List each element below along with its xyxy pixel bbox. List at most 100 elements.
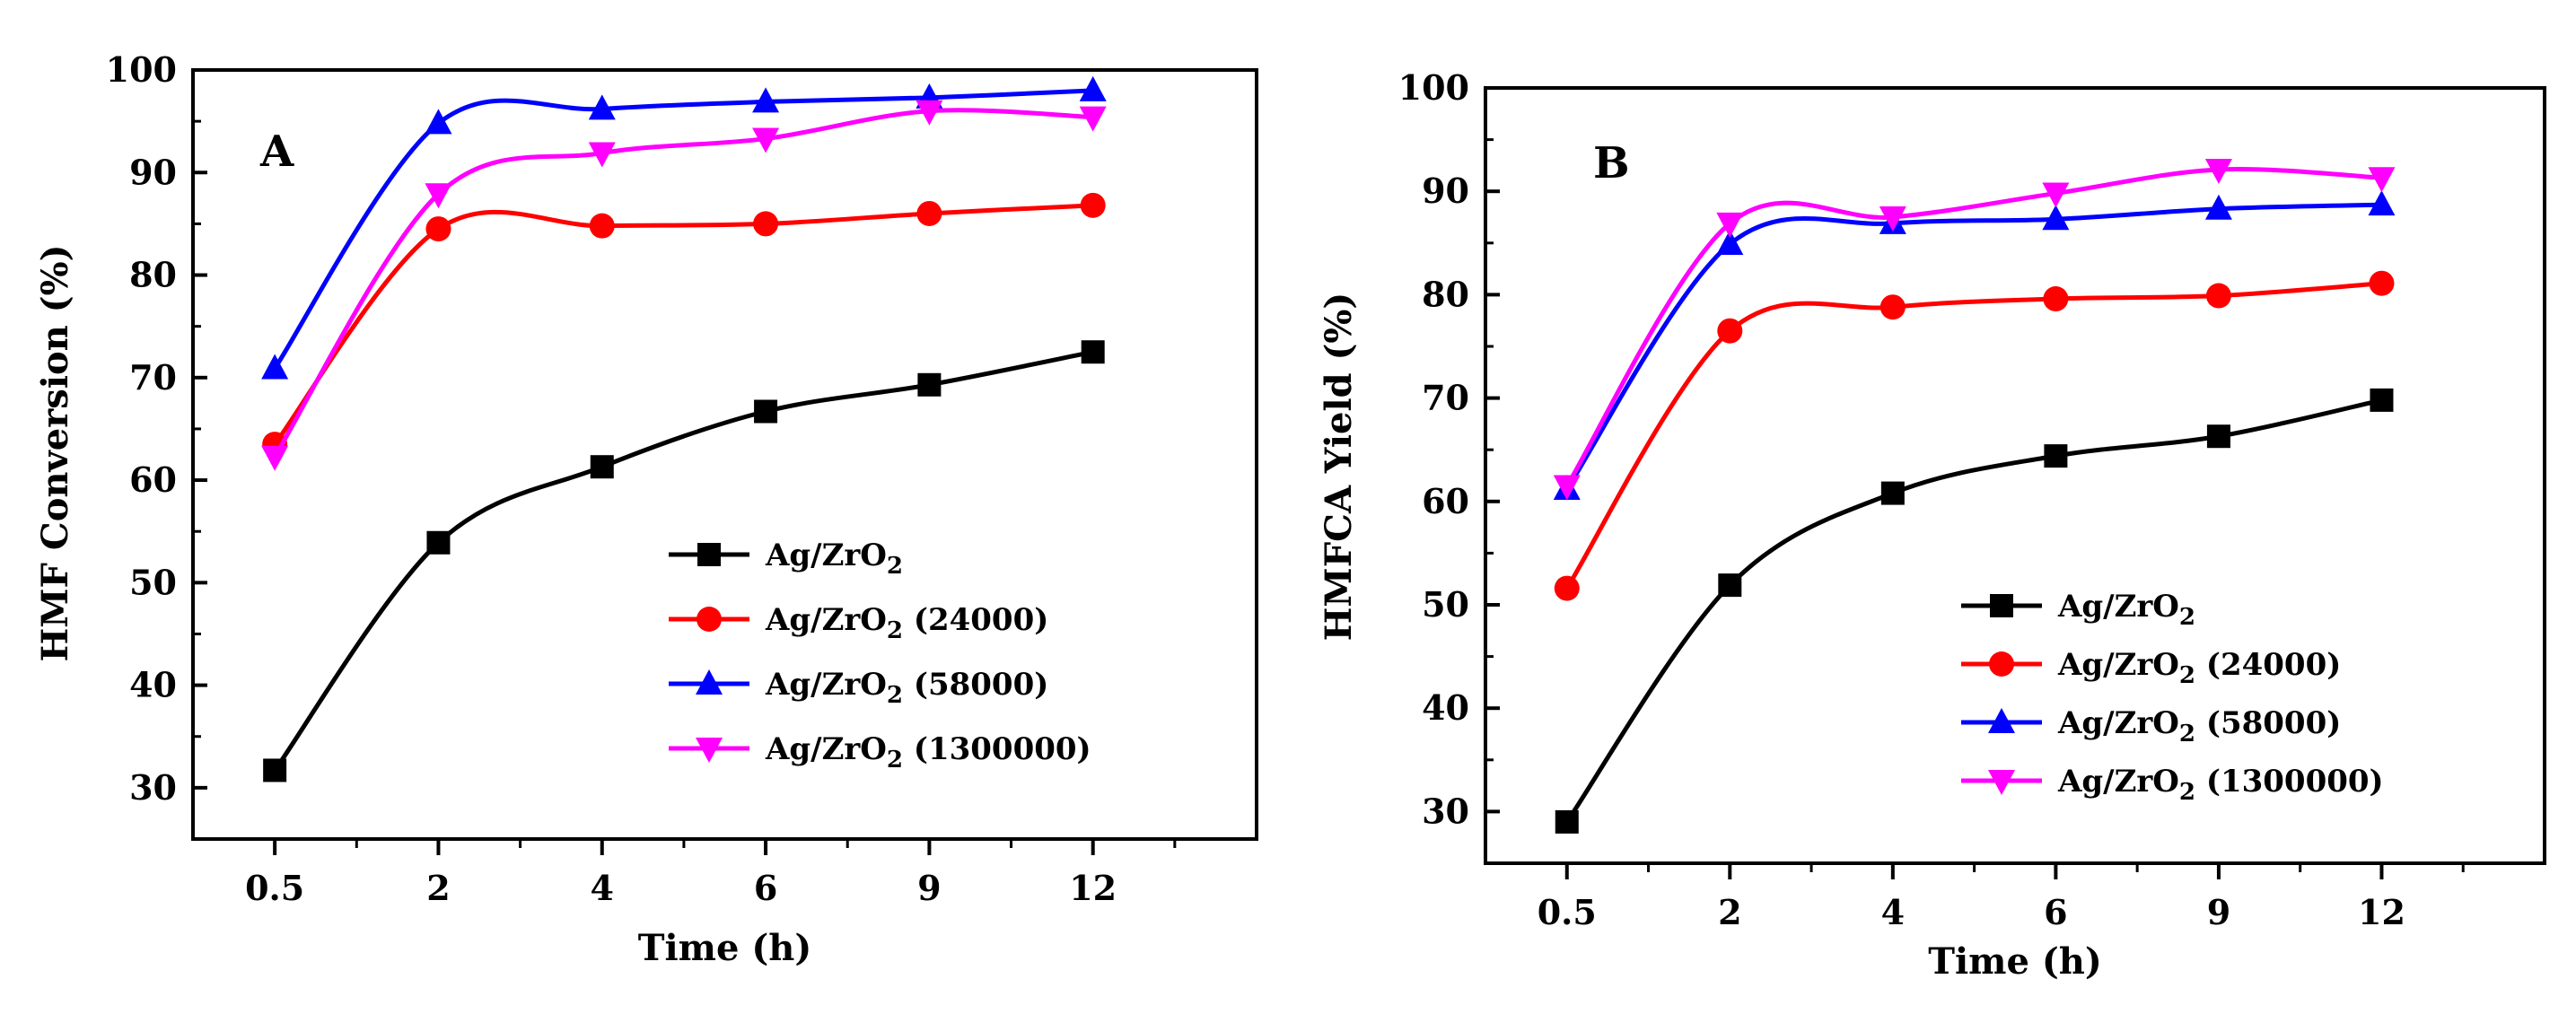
- y-tick-label: 80: [129, 255, 177, 295]
- x-tick-label: 4: [591, 868, 614, 908]
- data-point: [1880, 481, 1905, 505]
- legend-item: Ag/ZrO2 (58000): [669, 667, 1048, 709]
- data-point: [916, 200, 942, 226]
- legend-label-subscript: 2: [2179, 721, 2195, 747]
- series-line: [273, 88, 1093, 370]
- data-point: [916, 100, 943, 126]
- data-point: [425, 109, 452, 135]
- panel-label: B: [1593, 138, 1630, 188]
- data-point: [2368, 190, 2396, 216]
- data-point: [2043, 286, 2069, 312]
- legend-marker: [697, 607, 722, 632]
- series-line: [1564, 281, 2382, 590]
- x-tick-label: 9: [2207, 892, 2230, 932]
- panel-label: A: [259, 127, 294, 177]
- legend-label-subscript: 2: [2179, 604, 2195, 631]
- y-tick-label: 90: [129, 152, 177, 192]
- legend-label-base: Ag/ZrO: [765, 538, 887, 573]
- legend-label-suffix: (1300000): [903, 731, 1091, 767]
- series-2: [1553, 190, 2396, 500]
- data-point: [1716, 229, 1744, 255]
- data-point: [2042, 205, 2070, 231]
- legend-label-subscript: 2: [887, 682, 903, 709]
- x-tick-label: 6: [2044, 892, 2067, 932]
- data-point: [1080, 192, 1106, 218]
- series-3: [1553, 159, 2396, 501]
- legend-item: Ag/ZrO2 (24000): [1961, 647, 2341, 689]
- series-1: [1554, 270, 2395, 601]
- y-tick-label: 50: [129, 562, 177, 602]
- legend-marker: [696, 669, 723, 695]
- data-point: [1718, 573, 1742, 598]
- x-tick-label: 6: [754, 868, 777, 908]
- y-tick-label: 60: [129, 459, 177, 500]
- data-point: [1555, 809, 1579, 834]
- data-point: [2368, 167, 2396, 193]
- x-tick-label: 0.5: [245, 868, 304, 908]
- legend-label-subscript: 2: [887, 553, 903, 580]
- data-point: [1079, 106, 1107, 132]
- data-point: [2204, 194, 2232, 220]
- data-point: [2369, 270, 2395, 296]
- legend-label: Ag/ZrO2 (1300000): [2057, 764, 2384, 806]
- data-point: [752, 87, 780, 113]
- data-point: [1554, 575, 1580, 601]
- series-line: [1564, 202, 2382, 491]
- data-point: [2044, 444, 2068, 468]
- legend-label-subscript: 2: [887, 747, 903, 774]
- legend-label-suffix: (58000): [903, 667, 1048, 703]
- plot-frame: [191, 68, 1258, 841]
- chart-panel-a: 30 40 50 60 70 80 90 100 0.5 2 4 6 9 12 Time (h) HMF Co…: [34, 49, 1258, 969]
- y-tick-label: 70: [1422, 378, 1469, 418]
- legend-label-suffix: (24000): [903, 602, 1048, 638]
- x-tick-label: 12: [2358, 892, 2405, 932]
- data-point: [590, 455, 614, 479]
- series-line: [1564, 167, 2382, 487]
- legend-label-base: Ag/ZrO: [2057, 764, 2179, 800]
- legend-label-base: Ag/ZrO: [765, 602, 887, 638]
- y-tick-label: 80: [1422, 274, 1469, 314]
- legend-label-base: Ag/ZrO: [765, 731, 887, 767]
- series-line: [273, 349, 1094, 772]
- legend-label-subscript: 2: [2179, 662, 2195, 689]
- legend-marker: [1988, 708, 2015, 733]
- data-point: [588, 142, 616, 168]
- legend-label-base: Ag/ZrO: [765, 667, 887, 703]
- y-tick-label: 70: [129, 357, 177, 398]
- data-point: [2206, 424, 2230, 449]
- legend-item: Ag/ZrO2 (1300000): [1961, 764, 2384, 806]
- legend-label-subscript: 2: [2179, 779, 2195, 806]
- legend-marker: [1989, 651, 2014, 677]
- series-3: [261, 100, 1107, 471]
- y-tick-label: 90: [1422, 170, 1469, 211]
- data-point: [1879, 206, 1906, 232]
- data-point: [263, 758, 287, 782]
- legend-item: Ag/ZrO2 (1300000): [669, 731, 1091, 774]
- data-point: [1717, 318, 1743, 344]
- x-tick-label: 2: [1718, 892, 1741, 932]
- data-point: [426, 530, 451, 555]
- legend-label-base: Ag/ZrO: [2057, 589, 2179, 625]
- data-point: [754, 399, 778, 424]
- x-tick-label: 0.5: [1538, 892, 1597, 932]
- data-point: [261, 445, 289, 471]
- legend-marker: [1988, 770, 2015, 795]
- legend-label-suffix: (24000): [2195, 647, 2341, 683]
- x-tick-label: 12: [1069, 868, 1117, 908]
- data-point: [589, 213, 615, 239]
- series-0: [1555, 388, 2394, 834]
- y-tick-label: 40: [129, 665, 177, 705]
- y-tick-label: 100: [1398, 67, 1469, 108]
- legend-item: Ag/ZrO2: [669, 538, 903, 580]
- legend-label: Ag/ZrO2 (58000): [2057, 705, 2341, 747]
- legend-label: Ag/ZrO2 (24000): [765, 602, 1048, 644]
- data-point: [2205, 283, 2231, 309]
- y-tick-label: 40: [1422, 687, 1469, 728]
- legend-label-suffix: (58000): [2195, 705, 2341, 741]
- data-point: [425, 183, 452, 209]
- legend-label-suffix: (1300000): [2195, 764, 2384, 800]
- legend-label: Ag/ZrO2 (1300000): [765, 731, 1091, 774]
- x-tick-label: 4: [1881, 892, 1905, 932]
- legend-label-base: Ag/ZrO: [2057, 705, 2179, 741]
